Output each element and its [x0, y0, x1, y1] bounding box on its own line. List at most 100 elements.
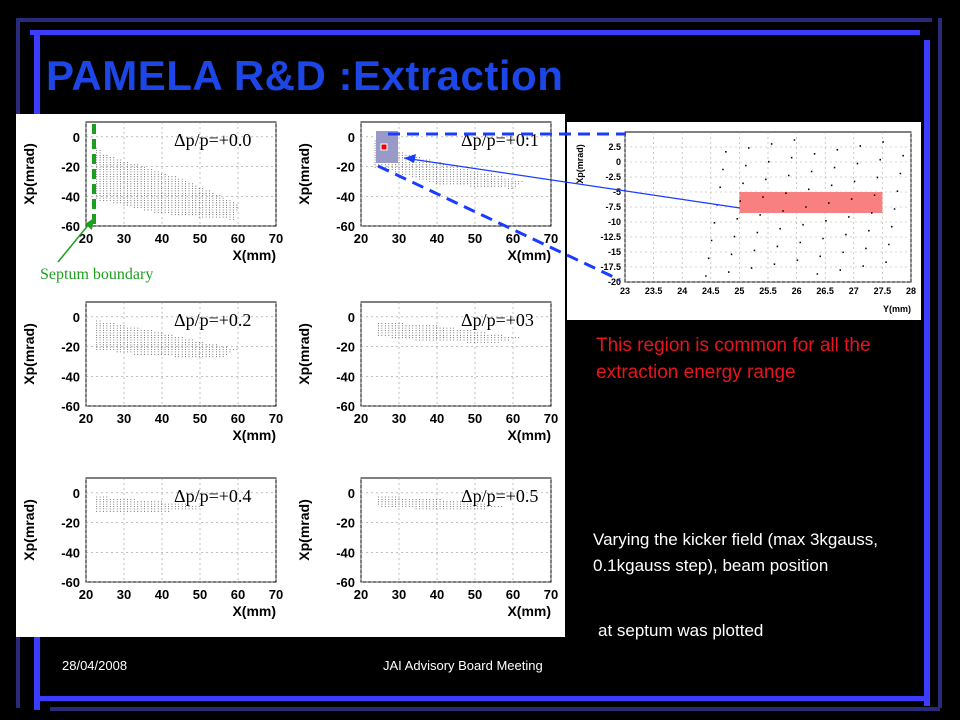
zoom-y-tick-label: -15 — [608, 247, 621, 257]
x-tick-label: 70 — [269, 411, 283, 426]
x-tick-label: 70 — [544, 587, 558, 602]
y-tick-label: -20 — [61, 340, 80, 355]
scatter-panel-1: 20 30 40 50 60 70 0 -20 -40 -60 X(mm) Xp(mrad) Δp/p=… — [296, 121, 558, 263]
x-tick-label: 50 — [193, 411, 207, 426]
frame-bar-bottom — [40, 696, 930, 701]
frame-bar-top — [16, 18, 932, 22]
zoom-y-axis-label: Xp(mrad) — [575, 144, 585, 184]
x-axis-label: X(mm) — [232, 247, 276, 263]
scatter-points — [96, 496, 200, 512]
y-tick-label: -20 — [61, 516, 80, 531]
y-axis-label: Xp(mrad) — [296, 323, 312, 384]
y-tick-label: -60 — [336, 219, 355, 234]
x-tick-label: 30 — [117, 587, 131, 602]
y-tick-label: -40 — [61, 369, 80, 384]
y-tick-label: -40 — [336, 545, 355, 560]
x-tick-label: 20 — [354, 231, 368, 246]
x-tick-label: 50 — [468, 231, 482, 246]
x-tick-label: 20 — [79, 587, 93, 602]
scatter-points — [96, 320, 238, 358]
zoom-x-tick-label: 27 — [849, 286, 859, 296]
x-tick-label: 30 — [392, 411, 406, 426]
septum-boundary-label: Septum boundary — [40, 266, 154, 283]
common-region-marker — [380, 143, 388, 151]
y-axis-label: Xp(mrad) — [296, 499, 312, 560]
zoom-x-tick-label: 26.5 — [816, 286, 834, 296]
plot-frame — [85, 301, 277, 407]
x-tick-label: 60 — [506, 587, 520, 602]
y-tick-label: -60 — [61, 575, 80, 590]
x-tick-label: 40 — [155, 587, 169, 602]
delta-p-label: Δp/p=+03 — [461, 310, 534, 330]
zoom-x-tick-label: 24 — [677, 286, 687, 296]
method-note: Varying the kicker field (max 3kgauss, 0… — [593, 530, 879, 575]
delta-p-label: Δp/p=+0.2 — [174, 310, 251, 330]
plot-frame — [360, 301, 552, 407]
x-tick-label: 40 — [430, 231, 444, 246]
x-tick-label: 30 — [392, 587, 406, 602]
zoom-x-axis-label: Y(mm) — [883, 304, 911, 314]
scatter-panel-5: 20 30 40 50 60 70 0 -20 -40 -60 X(mm) Xp(mrad) Δp/p=… — [296, 477, 558, 619]
y-tick-label: -40 — [336, 369, 355, 384]
frame-bar-right — [924, 40, 930, 706]
x-tick-label: 70 — [544, 231, 558, 246]
scatter-points — [378, 496, 502, 510]
delta-p-label: Δp/p=+0.5 — [461, 486, 538, 506]
y-tick-label: 0 — [348, 130, 355, 145]
y-tick-label: 0 — [348, 486, 355, 501]
x-axis-label: X(mm) — [232, 603, 276, 619]
scatter-panel-4: 20 30 40 50 60 70 0 -20 -40 -60 X(mm) Xp(mrad) Δp/p=… — [21, 477, 283, 619]
zoom-x-tick-label: 26 — [792, 286, 802, 296]
x-tick-label: 30 — [117, 231, 131, 246]
y-axis-label: Xp(mrad) — [21, 143, 37, 204]
y-tick-label: -60 — [336, 575, 355, 590]
x-tick-label: 50 — [193, 587, 207, 602]
x-tick-label: 20 — [354, 587, 368, 602]
zoom-x-tick-label: 24.5 — [702, 286, 720, 296]
scatter-panel-2: 20 30 40 50 60 70 0 -20 -40 -60 X(mm) Xp(mrad) Δp/p=… — [21, 301, 283, 443]
y-tick-label: 0 — [73, 130, 80, 145]
y-tick-label: -60 — [61, 219, 80, 234]
frame-bar-top-inner — [30, 30, 920, 35]
x-tick-label: 60 — [231, 587, 245, 602]
x-tick-label: 50 — [193, 231, 207, 246]
delta-p-label: Δp/p=+0.0 — [174, 130, 251, 150]
x-axis-label: X(mm) — [507, 427, 551, 443]
common-region-note: This region is common for all the extrac… — [596, 335, 871, 383]
x-axis-label: X(mm) — [507, 603, 551, 619]
y-tick-label: 0 — [348, 310, 355, 325]
y-tick-label: -20 — [336, 516, 355, 531]
zoom-y-tick-label: 2.5 — [608, 142, 621, 152]
x-tick-label: 40 — [430, 587, 444, 602]
zoom-y-tick-label: -17.5 — [600, 262, 621, 272]
x-tick-label: 40 — [155, 411, 169, 426]
x-tick-label: 20 — [79, 411, 93, 426]
zoom-y-tick-label: -12.5 — [600, 232, 621, 242]
plot-frame — [85, 477, 277, 583]
frame-bar-bottom-outer — [50, 707, 940, 711]
x-tick-label: 60 — [506, 411, 520, 426]
method-note-continued: at septum was plotted — [598, 621, 764, 640]
y-tick-label: -20 — [336, 340, 355, 355]
zoom-y-tick-label: -2.5 — [605, 172, 621, 182]
x-tick-label: 50 — [468, 411, 482, 426]
zoom-plot-panel: 23 23.5 24 24.5 25 25.5 26 26.5 27 27.5 28 2.5 0 -2.5… — [567, 122, 921, 320]
y-tick-label: -60 — [61, 399, 80, 414]
scatter-panel-0: 20 30 40 50 60 70 0 -20 -40 -60 X(mm) Xp(mrad) Δp/p=… — [21, 121, 283, 263]
y-tick-label: -40 — [61, 189, 80, 204]
zoom-x-tick-label: 25.5 — [759, 286, 777, 296]
zoom-y-tick-label: -5 — [613, 187, 621, 197]
x-tick-label: 40 — [430, 411, 444, 426]
x-tick-label: 50 — [468, 587, 482, 602]
x-tick-label: 40 — [155, 231, 169, 246]
x-tick-label: 70 — [269, 587, 283, 602]
x-axis-label: X(mm) — [232, 427, 276, 443]
scatter-panel-3: 20 30 40 50 60 70 0 -20 -40 -60 X(mm) Xp(mrad) Δp/p=… — [296, 301, 558, 443]
y-tick-label: -40 — [336, 189, 355, 204]
plot-frame — [360, 477, 552, 583]
zoom-x-tick-label: 28 — [906, 286, 916, 296]
y-tick-label: -40 — [61, 545, 80, 560]
slide-title: PAMELA R&D :Extraction — [46, 52, 564, 99]
delta-p-label: Δp/p=+0:1 — [461, 130, 539, 150]
y-axis-label: Xp(mrad) — [21, 499, 37, 560]
